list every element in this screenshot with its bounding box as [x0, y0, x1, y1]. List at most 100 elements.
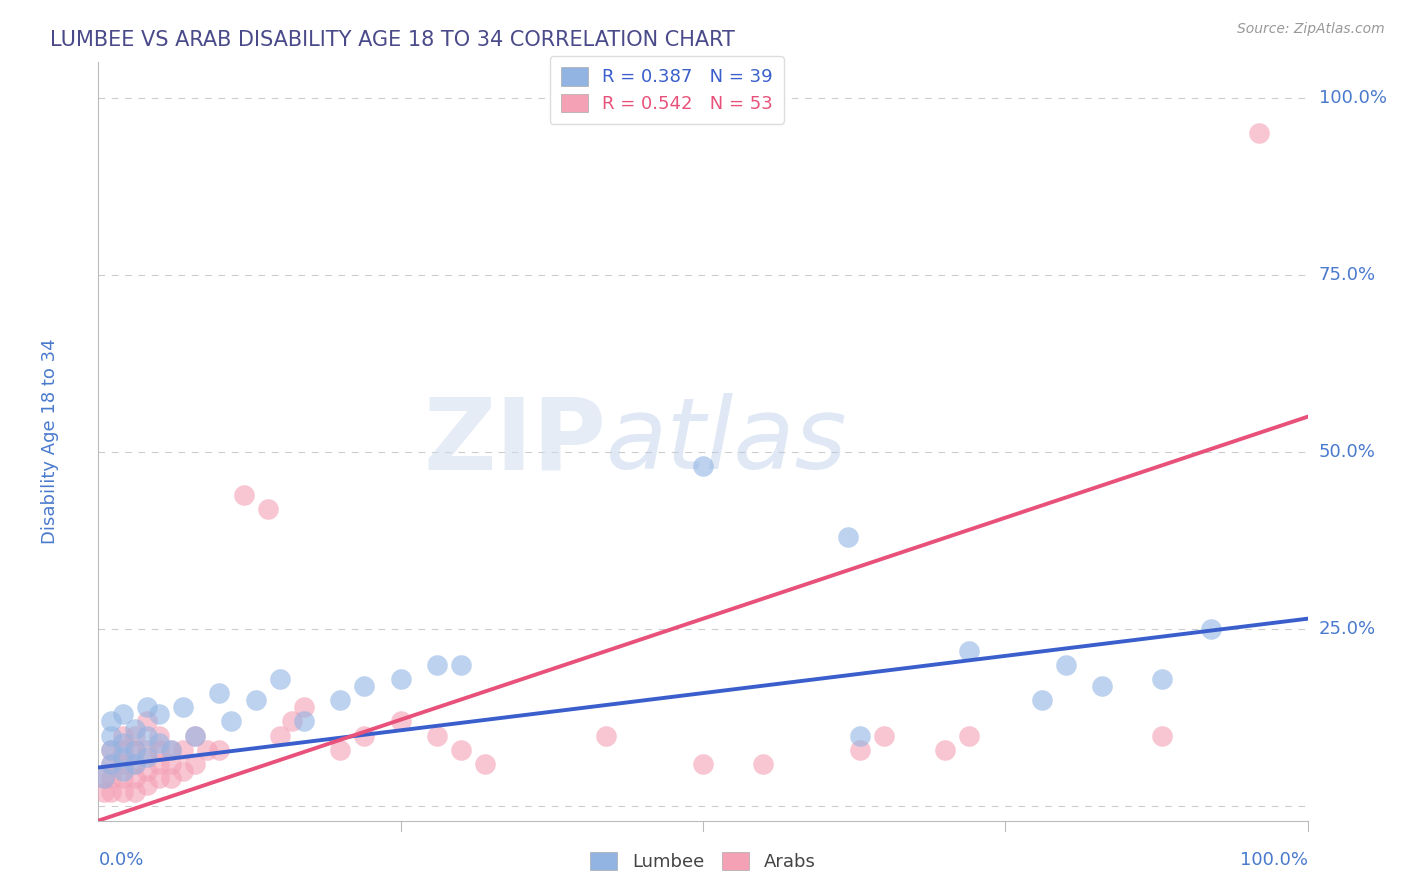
Text: 0.0%: 0.0% — [98, 851, 143, 869]
Point — [957, 729, 980, 743]
Point — [1152, 729, 1174, 743]
Point — [100, 743, 122, 757]
Point — [148, 771, 170, 785]
Point — [389, 714, 412, 729]
Point — [124, 743, 146, 757]
Point — [426, 729, 449, 743]
Point — [124, 743, 146, 757]
Point — [474, 756, 496, 771]
Point — [184, 729, 207, 743]
Point — [93, 785, 115, 799]
Text: 50.0%: 50.0% — [1319, 443, 1375, 461]
Point — [160, 743, 183, 757]
Legend: Lumbee, Arabs: Lumbee, Arabs — [583, 845, 823, 879]
Point — [221, 714, 243, 729]
Point — [135, 729, 157, 743]
Point — [172, 743, 194, 757]
Point — [148, 729, 170, 743]
Point — [329, 743, 352, 757]
Text: 100.0%: 100.0% — [1319, 89, 1386, 107]
Point — [849, 743, 872, 757]
Point — [148, 707, 170, 722]
Text: ZIP: ZIP — [423, 393, 606, 490]
Point — [100, 756, 122, 771]
Point — [100, 729, 122, 743]
Point — [208, 743, 231, 757]
Point — [849, 729, 872, 743]
Point — [124, 771, 146, 785]
Point — [111, 707, 134, 722]
Point — [184, 729, 207, 743]
Point — [93, 771, 115, 785]
Point — [1152, 672, 1174, 686]
Point — [100, 756, 122, 771]
Point — [135, 778, 157, 792]
Point — [160, 771, 183, 785]
Point — [184, 756, 207, 771]
Point — [124, 756, 146, 771]
Point — [111, 729, 134, 743]
Point — [111, 764, 134, 778]
Point — [111, 736, 134, 750]
Point — [256, 501, 278, 516]
Point — [1054, 657, 1077, 672]
Point — [124, 722, 146, 736]
Point — [100, 771, 122, 785]
Text: 25.0%: 25.0% — [1319, 620, 1376, 639]
Point — [752, 756, 775, 771]
Point — [450, 657, 472, 672]
Point — [93, 771, 115, 785]
Point — [692, 756, 714, 771]
Point — [269, 729, 291, 743]
Point — [837, 530, 859, 544]
Point — [100, 714, 122, 729]
Legend: R = 0.387   N = 39, R = 0.542   N = 53: R = 0.387 N = 39, R = 0.542 N = 53 — [550, 56, 783, 124]
Point — [329, 693, 352, 707]
Point — [692, 459, 714, 474]
Point — [124, 729, 146, 743]
Point — [148, 756, 170, 771]
Point — [389, 672, 412, 686]
Point — [232, 488, 254, 502]
Point — [160, 756, 183, 771]
Point — [124, 785, 146, 799]
Point — [353, 729, 375, 743]
Point — [1091, 679, 1114, 693]
Point — [450, 743, 472, 757]
Point — [148, 736, 170, 750]
Point — [1249, 126, 1271, 140]
Point — [195, 743, 218, 757]
Point — [135, 750, 157, 764]
Point — [426, 657, 449, 672]
Point — [292, 700, 315, 714]
Text: Disability Age 18 to 34: Disability Age 18 to 34 — [41, 339, 59, 544]
Point — [111, 771, 134, 785]
Point — [135, 764, 157, 778]
Point — [135, 700, 157, 714]
Point — [245, 693, 267, 707]
Point — [873, 729, 896, 743]
Point — [172, 700, 194, 714]
Point — [172, 764, 194, 778]
Point — [148, 743, 170, 757]
Point — [160, 743, 183, 757]
Point — [100, 785, 122, 799]
Point — [208, 686, 231, 700]
Point — [957, 643, 980, 657]
Text: Source: ZipAtlas.com: Source: ZipAtlas.com — [1237, 22, 1385, 37]
Point — [111, 756, 134, 771]
Point — [269, 672, 291, 686]
Point — [135, 743, 157, 757]
Point — [1199, 623, 1222, 637]
Text: atlas: atlas — [606, 393, 848, 490]
Point — [100, 743, 122, 757]
Text: LUMBEE VS ARAB DISABILITY AGE 18 TO 34 CORRELATION CHART: LUMBEE VS ARAB DISABILITY AGE 18 TO 34 C… — [51, 29, 735, 50]
Point — [111, 743, 134, 757]
Point — [595, 729, 617, 743]
Point — [111, 750, 134, 764]
Point — [135, 714, 157, 729]
Point — [353, 679, 375, 693]
Text: 75.0%: 75.0% — [1319, 266, 1376, 284]
Point — [124, 756, 146, 771]
Point — [281, 714, 304, 729]
